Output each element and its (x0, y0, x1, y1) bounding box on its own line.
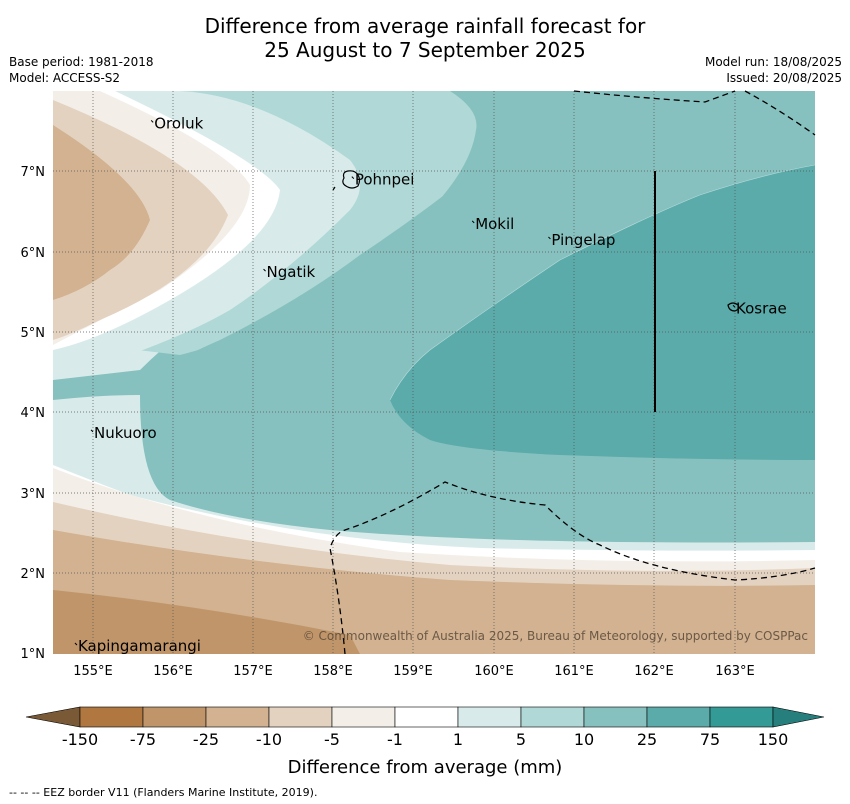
eez-border-north (573, 90, 736, 103)
colorbar-segment (79, 706, 144, 728)
eez-footnote: -- -- -- EEZ border V11 (Flanders Marine… (9, 786, 318, 799)
colorbar-tick-label: 5 (516, 730, 526, 749)
colorbar-tick-label: -5 (324, 730, 340, 749)
colorbar-segment (709, 706, 774, 728)
issued-label: Issued: 20/08/2025 (726, 71, 842, 85)
map-title: Difference from average rainfall forecas… (0, 14, 850, 62)
contour-band-minus-25-75 (53, 590, 360, 654)
lat-tick-2n: 2°N (21, 567, 46, 582)
place-marker (74, 642, 78, 646)
place-marker (150, 120, 154, 123)
colorbar-segment (520, 706, 585, 728)
place-marker (263, 268, 266, 272)
contour-edges (389, 164, 816, 401)
colorbar-segment (583, 706, 648, 728)
place-label-kapingamarangi: Kapingamarangi (78, 637, 201, 655)
contour-fills (53, 91, 815, 654)
meta-right: Model run: 18/08/2025 Issued: 20/08/2025 (705, 54, 842, 86)
place-label-mokil: Mokil (475, 215, 514, 233)
eez-borders (329, 90, 816, 655)
meta-left: Base period: 1981-2018 Model: ACCESS-S2 (9, 54, 154, 86)
colorbar-segment (394, 706, 459, 728)
colorbar-tick-label: 10 (574, 730, 594, 749)
place-marker (548, 236, 551, 240)
lon-tick-163e: 163°E (715, 664, 755, 679)
colorbar-tick-label: -150 (62, 730, 98, 749)
colorbar-extend-low (25, 706, 81, 728)
colorbar-tick-label: 25 (637, 730, 657, 749)
place-marker (351, 176, 355, 179)
eez-border-northeast (744, 90, 816, 136)
lon-tick-155e: 155°E (73, 664, 113, 679)
colorbar-tick-label: 150 (758, 730, 789, 749)
model-run-label: Model run: 18/08/2025 (704, 55, 842, 69)
kosrae-island (727, 302, 740, 312)
colorbar-segment (205, 706, 270, 728)
lon-tick-158e: 158°E (313, 664, 353, 679)
lon-tick-161e: 161°E (554, 664, 594, 679)
place-label-oroluk: Oroluk (154, 114, 203, 132)
lon-tick-162e: 162°E (634, 664, 674, 679)
colorbar-segment (331, 706, 396, 728)
lat-tick-6n: 6°N (21, 246, 46, 261)
lat-ticks: 7°N 6°N 5°N 4°N 3°N 2°N 1°N (21, 165, 46, 662)
lon-tick-156e: 156°E (153, 664, 193, 679)
colorbar-segment (646, 706, 711, 728)
colorbar-tick-label: -75 (130, 730, 156, 749)
colorbar-segment (457, 706, 522, 728)
pohnpei-island (342, 170, 361, 189)
place-marker (471, 220, 475, 224)
title-line-2: 25 August to 7 September 2025 (264, 38, 586, 62)
lat-tick-3n: 3°N (21, 487, 46, 502)
lon-ticks: 155°E 156°E 157°E 158°E 159°E 160°E 161°… (73, 664, 755, 679)
contour-band-minus-10-25 (53, 125, 150, 300)
colorbar-extend-high (772, 706, 825, 728)
colorbar-title: Difference from average (mm) (288, 757, 563, 778)
base-period-label: Base period: 1981-2018 (9, 55, 154, 69)
colorbar-tick-label: -1 (387, 730, 403, 749)
title-line-1: Difference from average rainfall forecas… (204, 14, 646, 38)
colorbar-tick-label: -10 (256, 730, 282, 749)
islands (332, 170, 740, 312)
lon-tick-157e: 157°E (233, 664, 273, 679)
copyright-notice: © Commonwealth of Australia 2025, Bureau… (303, 629, 808, 643)
place-label-kosrae: Kosrae (736, 299, 787, 317)
lon-tick-160e: 160°E (474, 664, 514, 679)
colorbar-segment (142, 706, 207, 728)
colorbar: -150 -75 -25 -10 -5 -1 1 5 10 25 75 150 (25, 706, 825, 749)
lon-tick-159e: 159°E (393, 664, 433, 679)
contour-band-25-75 (390, 165, 815, 460)
place-label-nukuoro: Nukuoro (94, 424, 157, 442)
lat-tick-7n: 7°N (21, 165, 46, 180)
eez-border-south (329, 481, 816, 655)
colorbar-tick-label: 1 (453, 730, 463, 749)
colorbar-tick-label: 75 (700, 730, 720, 749)
place-marker (732, 304, 736, 308)
model-label: Model: ACCESS-S2 (9, 71, 121, 85)
place-label-pingelap: Pingelap (551, 231, 615, 249)
colorbar-segment (268, 706, 333, 728)
lat-tick-5n: 5°N (21, 326, 46, 341)
place-label-ngatik: Ngatik (267, 263, 316, 281)
place-label-pohnpei: Pohnpei (355, 171, 415, 189)
place-marker (90, 429, 94, 433)
colorbar-tick-label: -25 (193, 730, 219, 749)
lat-tick-4n: 4°N (21, 406, 46, 421)
lat-tick-1n: 1°N (21, 647, 46, 662)
place-labels: Oroluk Pohnpei Mokil Pingelap Ngatik Kosrae Nu… (74, 114, 787, 655)
